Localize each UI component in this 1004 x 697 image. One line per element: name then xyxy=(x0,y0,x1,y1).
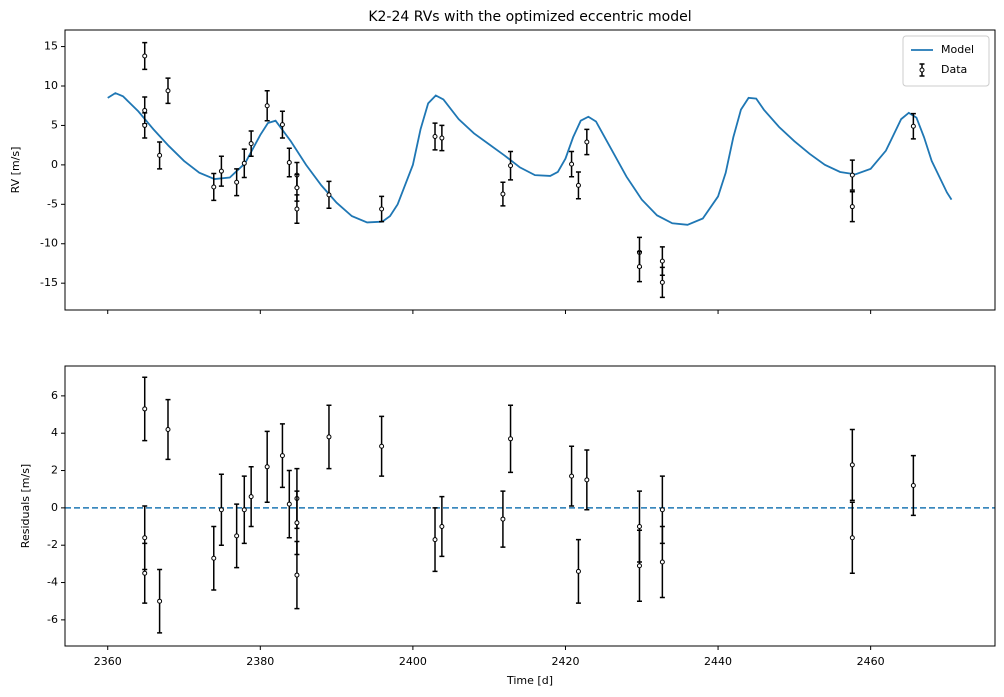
data-point xyxy=(432,537,438,543)
y-tick-label: 5 xyxy=(51,118,58,131)
y-axis-label: Residuals [m/s] xyxy=(19,464,32,548)
data-point xyxy=(142,53,148,59)
data-point xyxy=(849,172,855,178)
data-point xyxy=(294,572,300,578)
data-point xyxy=(379,206,385,212)
y-tick-label: 10 xyxy=(44,79,58,92)
x-tick-label: 2420 xyxy=(551,655,579,668)
data-point xyxy=(326,434,332,440)
data-point xyxy=(575,568,581,574)
data-point xyxy=(286,160,292,166)
data-point xyxy=(432,133,438,139)
x-tick-label: 2440 xyxy=(704,655,732,668)
data-point xyxy=(500,516,506,522)
x-axis-label: Time [d] xyxy=(506,674,553,687)
data-point xyxy=(241,507,247,513)
y-tick-label: 15 xyxy=(44,40,58,53)
legend-box xyxy=(902,35,990,87)
data-point xyxy=(142,122,148,128)
data-point xyxy=(849,462,855,468)
y-tick-label: 0 xyxy=(51,501,58,514)
data-point xyxy=(326,192,332,198)
y-tick-label: 2 xyxy=(51,464,58,477)
data-point xyxy=(211,184,217,190)
data-point xyxy=(241,160,247,166)
data-point xyxy=(379,443,385,449)
data-point xyxy=(248,141,254,147)
data-point xyxy=(569,161,575,167)
data-point xyxy=(508,436,514,442)
data-point xyxy=(234,533,240,539)
data-point xyxy=(157,152,163,158)
y-tick-label: -2 xyxy=(47,538,58,551)
data-point xyxy=(636,524,642,530)
legend-label: Data xyxy=(941,63,967,76)
data-point xyxy=(636,563,642,569)
model-line xyxy=(107,92,953,226)
y-tick-label: 6 xyxy=(51,389,58,402)
data-point xyxy=(279,453,285,459)
legend-swatch xyxy=(919,67,925,73)
data-point xyxy=(294,520,300,526)
data-point xyxy=(500,191,506,197)
data-point xyxy=(142,570,148,576)
y-tick-label: 0 xyxy=(51,158,58,171)
data-point xyxy=(439,135,445,141)
data-point xyxy=(910,123,916,129)
y-tick-label: -15 xyxy=(40,276,58,289)
y-axis-label: RV [m/s] xyxy=(9,147,22,194)
data-point xyxy=(165,426,171,432)
x-tick-label: 2400 xyxy=(399,655,427,668)
data-point xyxy=(508,163,514,169)
x-tick-label: 2380 xyxy=(246,655,274,668)
data-point xyxy=(264,464,270,470)
y-tick-label: -6 xyxy=(47,613,58,626)
data-point xyxy=(584,139,590,145)
plot-frame xyxy=(64,29,996,311)
data-point xyxy=(142,107,148,113)
data-point xyxy=(294,206,300,212)
data-point xyxy=(636,264,642,270)
data-point xyxy=(248,494,254,500)
data-point xyxy=(659,279,665,285)
x-tick-label: 2460 xyxy=(857,655,885,668)
data-point xyxy=(569,473,575,479)
data-point xyxy=(279,122,285,128)
data-point xyxy=(211,555,217,561)
data-point xyxy=(584,477,590,483)
data-point xyxy=(218,168,224,174)
data-point xyxy=(142,406,148,412)
data-point xyxy=(849,535,855,541)
plot-frame xyxy=(64,365,996,647)
data-point xyxy=(659,258,665,264)
y-tick-label: 4 xyxy=(51,426,58,439)
y-tick-label: -4 xyxy=(47,576,58,589)
data-point xyxy=(439,524,445,530)
data-point xyxy=(294,185,300,191)
y-tick-label: -10 xyxy=(40,237,58,250)
legend-label: Model xyxy=(941,43,974,56)
data-point xyxy=(157,598,163,604)
chart-title: K2-24 RVs with the optimized eccentric m… xyxy=(368,9,691,25)
data-point xyxy=(264,103,270,109)
x-tick-label: 2360 xyxy=(94,655,122,668)
data-point xyxy=(234,179,240,185)
data-point xyxy=(659,507,665,513)
data-point xyxy=(849,204,855,210)
data-point xyxy=(165,88,171,94)
data-point xyxy=(575,182,581,188)
data-point xyxy=(142,535,148,541)
y-tick-label: -5 xyxy=(47,197,58,210)
data-point xyxy=(286,501,292,507)
data-point xyxy=(218,507,224,513)
data-point xyxy=(910,482,916,488)
data-point xyxy=(659,559,665,565)
